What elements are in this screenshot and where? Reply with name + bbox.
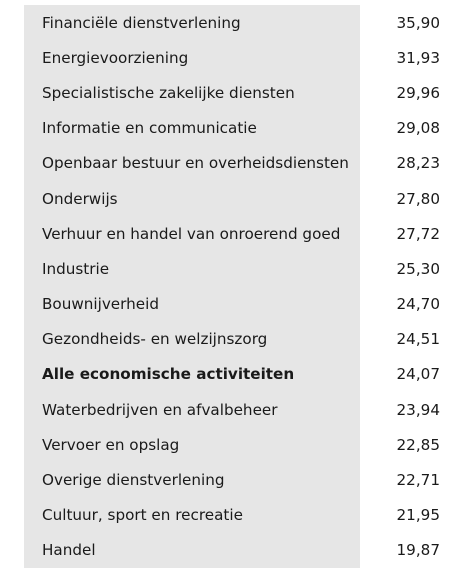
table-row-total: Alle economische activiteiten 24,07	[24, 356, 454, 393]
table-row: Specialistische zakelijke diensten 29,96	[24, 75, 454, 111]
table-row: Bouwnijverheid 24,70	[24, 286, 454, 322]
table-row: Handel 19,87	[24, 532, 454, 568]
row-value: 29,08	[396, 119, 440, 138]
row-value: 23,94	[396, 400, 440, 419]
row-value: 28,23	[396, 154, 440, 173]
table-row: Vervoer en opslag 22,85	[24, 427, 454, 463]
data-table: Financiële dienstverlening 35,90 Energie…	[24, 5, 454, 568]
table-row: Informatie en communicatie 29,08	[24, 110, 454, 146]
table-row: Verhuur en handel van onroerend goed 27,…	[24, 216, 454, 252]
table-row: Energievoorziening 31,93	[24, 40, 454, 76]
row-value: 31,93	[396, 48, 440, 67]
table-row: Industrie 25,30	[24, 251, 454, 287]
row-value: 27,80	[396, 189, 440, 208]
row-label: Informatie en communicatie	[24, 110, 360, 146]
row-value: 24,70	[396, 295, 440, 314]
table-row: Gezondheids- en welzijnszorg 24,51	[24, 321, 454, 357]
row-label: Vervoer en opslag	[24, 427, 360, 463]
row-label: Industrie	[24, 251, 360, 287]
row-value: 35,90	[396, 13, 440, 32]
row-label-total: Alle economische activiteiten	[24, 356, 360, 393]
row-value: 29,96	[396, 83, 440, 102]
row-label: Onderwijs	[24, 180, 360, 217]
row-value: 25,30	[396, 259, 440, 278]
table-row: Financiële dienstverlening 35,90	[24, 5, 454, 41]
row-value: 24,51	[396, 330, 440, 349]
row-value-total: 24,07	[396, 365, 440, 384]
table-row: Overige dienstverlening 22,71	[24, 462, 454, 498]
row-label: Handel	[24, 532, 360, 568]
row-label: Openbaar bestuur en overheidsdiensten	[24, 145, 360, 181]
row-value: 22,71	[396, 471, 440, 490]
row-label: Financiële dienstverlening	[24, 5, 360, 41]
row-value: 19,87	[396, 541, 440, 560]
table-row: Openbaar bestuur en overheidsdiensten 28…	[24, 145, 454, 181]
row-value: 21,95	[396, 506, 440, 525]
table-row: Onderwijs 27,80	[24, 180, 454, 217]
row-label: Gezondheids- en welzijnszorg	[24, 321, 360, 357]
row-value: 27,72	[396, 224, 440, 243]
row-label: Energievoorziening	[24, 40, 360, 76]
row-label: Verhuur en handel van onroerend goed	[24, 216, 360, 252]
row-value: 22,85	[396, 435, 440, 454]
table-row: Cultuur, sport en recreatie 21,95	[24, 497, 454, 533]
row-label: Bouwnijverheid	[24, 286, 360, 322]
row-label: Specialistische zakelijke diensten	[24, 75, 360, 111]
table-row: Waterbedrijven en afvalbeheer 23,94	[24, 392, 454, 428]
row-label: Cultuur, sport en recreatie	[24, 497, 360, 533]
row-label: Waterbedrijven en afvalbeheer	[24, 392, 360, 428]
row-label: Overige dienstverlening	[24, 462, 360, 498]
